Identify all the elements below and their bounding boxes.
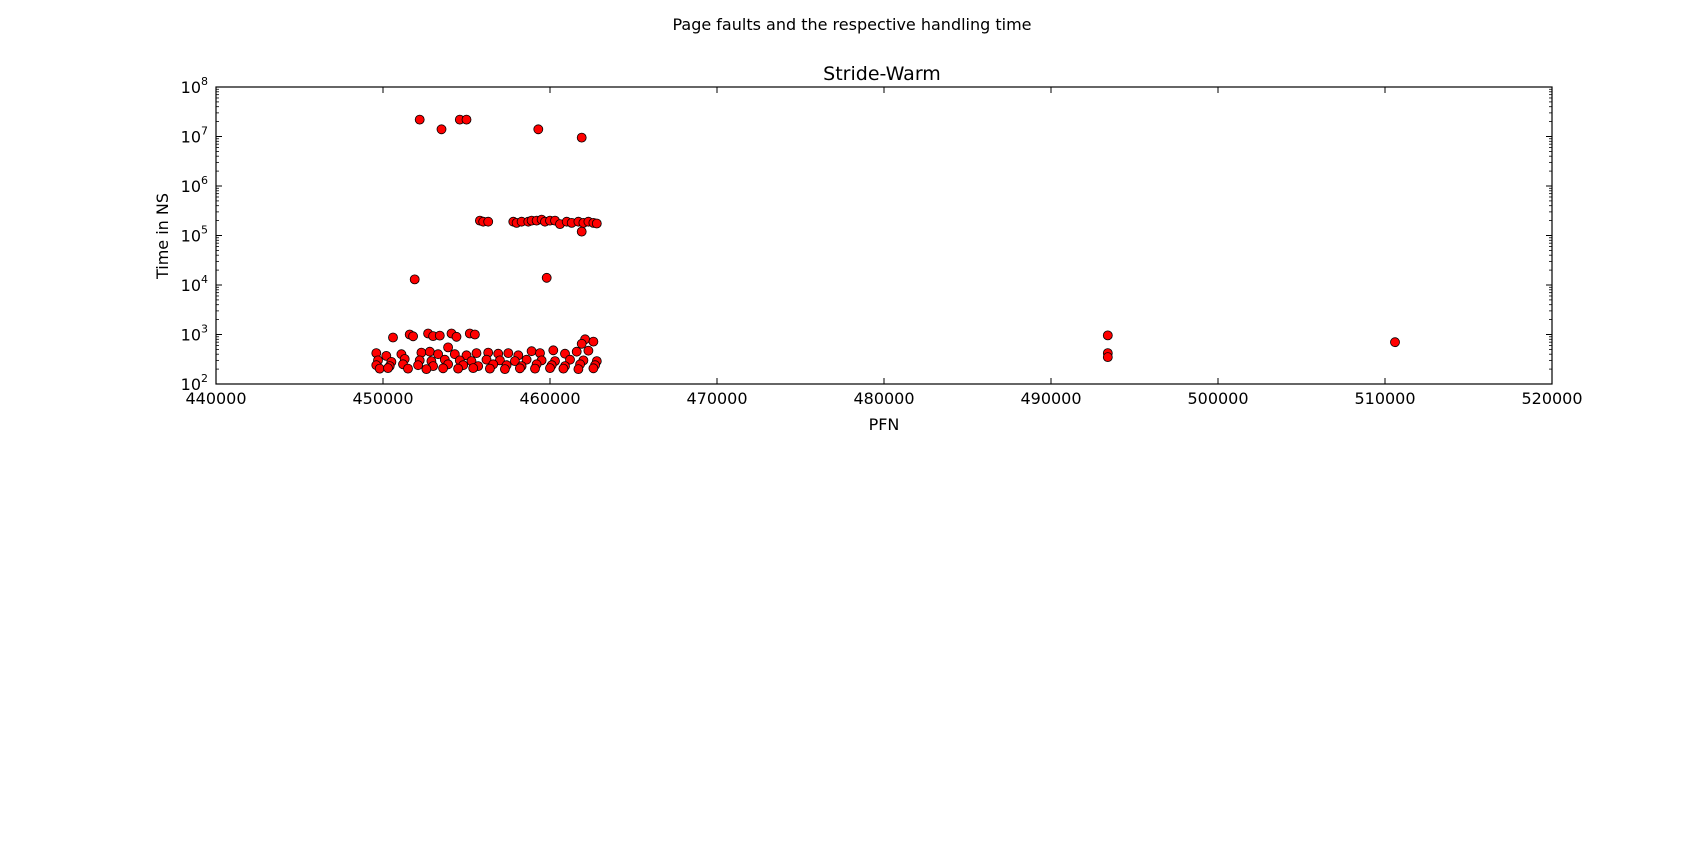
figure-suptitle: Page faults and the respective handling … [672, 15, 1031, 34]
scatter-point [530, 363, 540, 374]
scatter-point [576, 226, 587, 237]
scatter-point [1390, 337, 1400, 348]
plot-area: 440000 450000 460000 470000 480000 490000 5000… [181, 75, 1583, 408]
scatter-point [591, 218, 602, 229]
y-axis-ticks: 102 103 104 105 106 107 108 [181, 75, 1552, 394]
scatter-point [565, 354, 575, 365]
x-tick-label: 470000 [686, 389, 747, 408]
scatter-point [588, 363, 599, 374]
scatter-point [436, 124, 447, 135]
x-tick-label: 480000 [853, 389, 914, 408]
scatter-point [468, 363, 479, 374]
scatter-point [438, 363, 449, 374]
scatter-point [414, 114, 425, 125]
scatter-point [409, 274, 420, 285]
scatter-point [451, 331, 462, 342]
scatter-point [576, 338, 587, 349]
x-tick-label: 450000 [352, 389, 413, 408]
scatter-point [434, 330, 445, 341]
y-tick-label: 108 [181, 75, 208, 97]
scatter-point [526, 346, 537, 357]
x-tick-label: 440000 [185, 389, 246, 408]
scatter-point [403, 363, 413, 374]
scatter-point [576, 132, 587, 143]
chart-title: Stride-Warm [823, 63, 941, 85]
scatter-point [545, 363, 555, 374]
x-axis-ticks: 440000 450000 460000 470000 480000 490000 5000… [185, 87, 1583, 408]
y-tick-label: 107 [181, 125, 208, 147]
scatter-point [558, 363, 569, 374]
scatter-point [483, 216, 494, 227]
scatter-point [408, 331, 419, 342]
scatter-point [573, 364, 584, 375]
scatter-point [481, 354, 492, 365]
scatter-point [424, 346, 435, 357]
x-tick-label: 500000 [1187, 389, 1248, 408]
scatter-point [374, 363, 385, 374]
scatter-point [413, 360, 424, 371]
scatter-point [571, 346, 582, 357]
y-tick-label: 105 [181, 224, 208, 246]
scatter-point [499, 364, 510, 375]
scatter-point [453, 363, 464, 374]
scatter-point [541, 272, 552, 283]
scatter-point [1102, 330, 1113, 341]
y-axis-label: Time in NS [153, 193, 172, 280]
scatter-point [548, 345, 559, 356]
x-axis-label: PFN [869, 415, 900, 434]
scatter-point [388, 332, 398, 343]
scatter-point [521, 354, 532, 365]
scatter-point [471, 348, 482, 359]
y-tick-label: 102 [181, 372, 208, 394]
scatter-point [433, 349, 444, 360]
scatter-point [588, 336, 599, 347]
scatter-points [371, 114, 1400, 375]
scatter-point [503, 348, 514, 359]
x-tick-label: 490000 [1020, 389, 1081, 408]
x-tick-label: 460000 [519, 389, 580, 408]
scatter-point [533, 124, 544, 135]
scatter-point [510, 356, 520, 367]
scatter-point [515, 363, 525, 374]
x-tick-label: 510000 [1354, 389, 1415, 408]
y-tick-label: 103 [181, 323, 208, 345]
scatter-point [469, 329, 480, 340]
scatter-point [383, 363, 393, 374]
scatter-point [484, 363, 495, 374]
scatter-point [461, 114, 472, 125]
y-tick-label: 106 [181, 174, 208, 196]
y-tick-label: 104 [181, 273, 208, 295]
x-tick-label: 520000 [1521, 389, 1582, 408]
scatter-point [583, 345, 594, 356]
scatter-point [1102, 352, 1113, 363]
scatter-point [443, 342, 454, 353]
scatter-point [421, 364, 432, 375]
